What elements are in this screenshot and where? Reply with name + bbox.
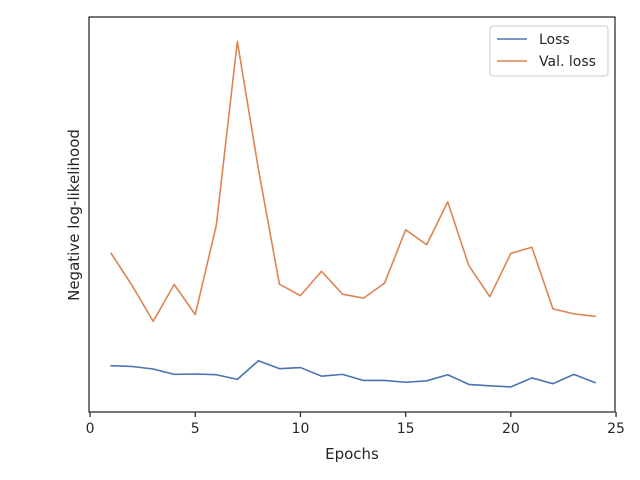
x-axis-ticks: 0 5 10 15 20 25: [86, 412, 625, 437]
x-tick-label: 20: [502, 421, 520, 437]
legend: Loss Val. loss: [489, 25, 609, 77]
y-axis-label: Negative log-likelihood: [65, 129, 83, 301]
legend-label: Val. loss: [539, 54, 596, 70]
x-tick-label: 5: [191, 421, 200, 437]
x-tick-label: 25: [607, 421, 625, 437]
x-tick-label: 15: [397, 421, 415, 437]
legend-label: Loss: [539, 32, 570, 48]
plot-frame: [88, 16, 616, 413]
x-axis-label: Epochs: [325, 445, 379, 463]
series-lines: [109, 40, 597, 388]
series-line-val-loss: [109, 40, 596, 323]
x-tick-label: 10: [292, 421, 310, 437]
x-tick-label: 0: [86, 421, 95, 437]
series-line-loss: [110, 359, 597, 388]
